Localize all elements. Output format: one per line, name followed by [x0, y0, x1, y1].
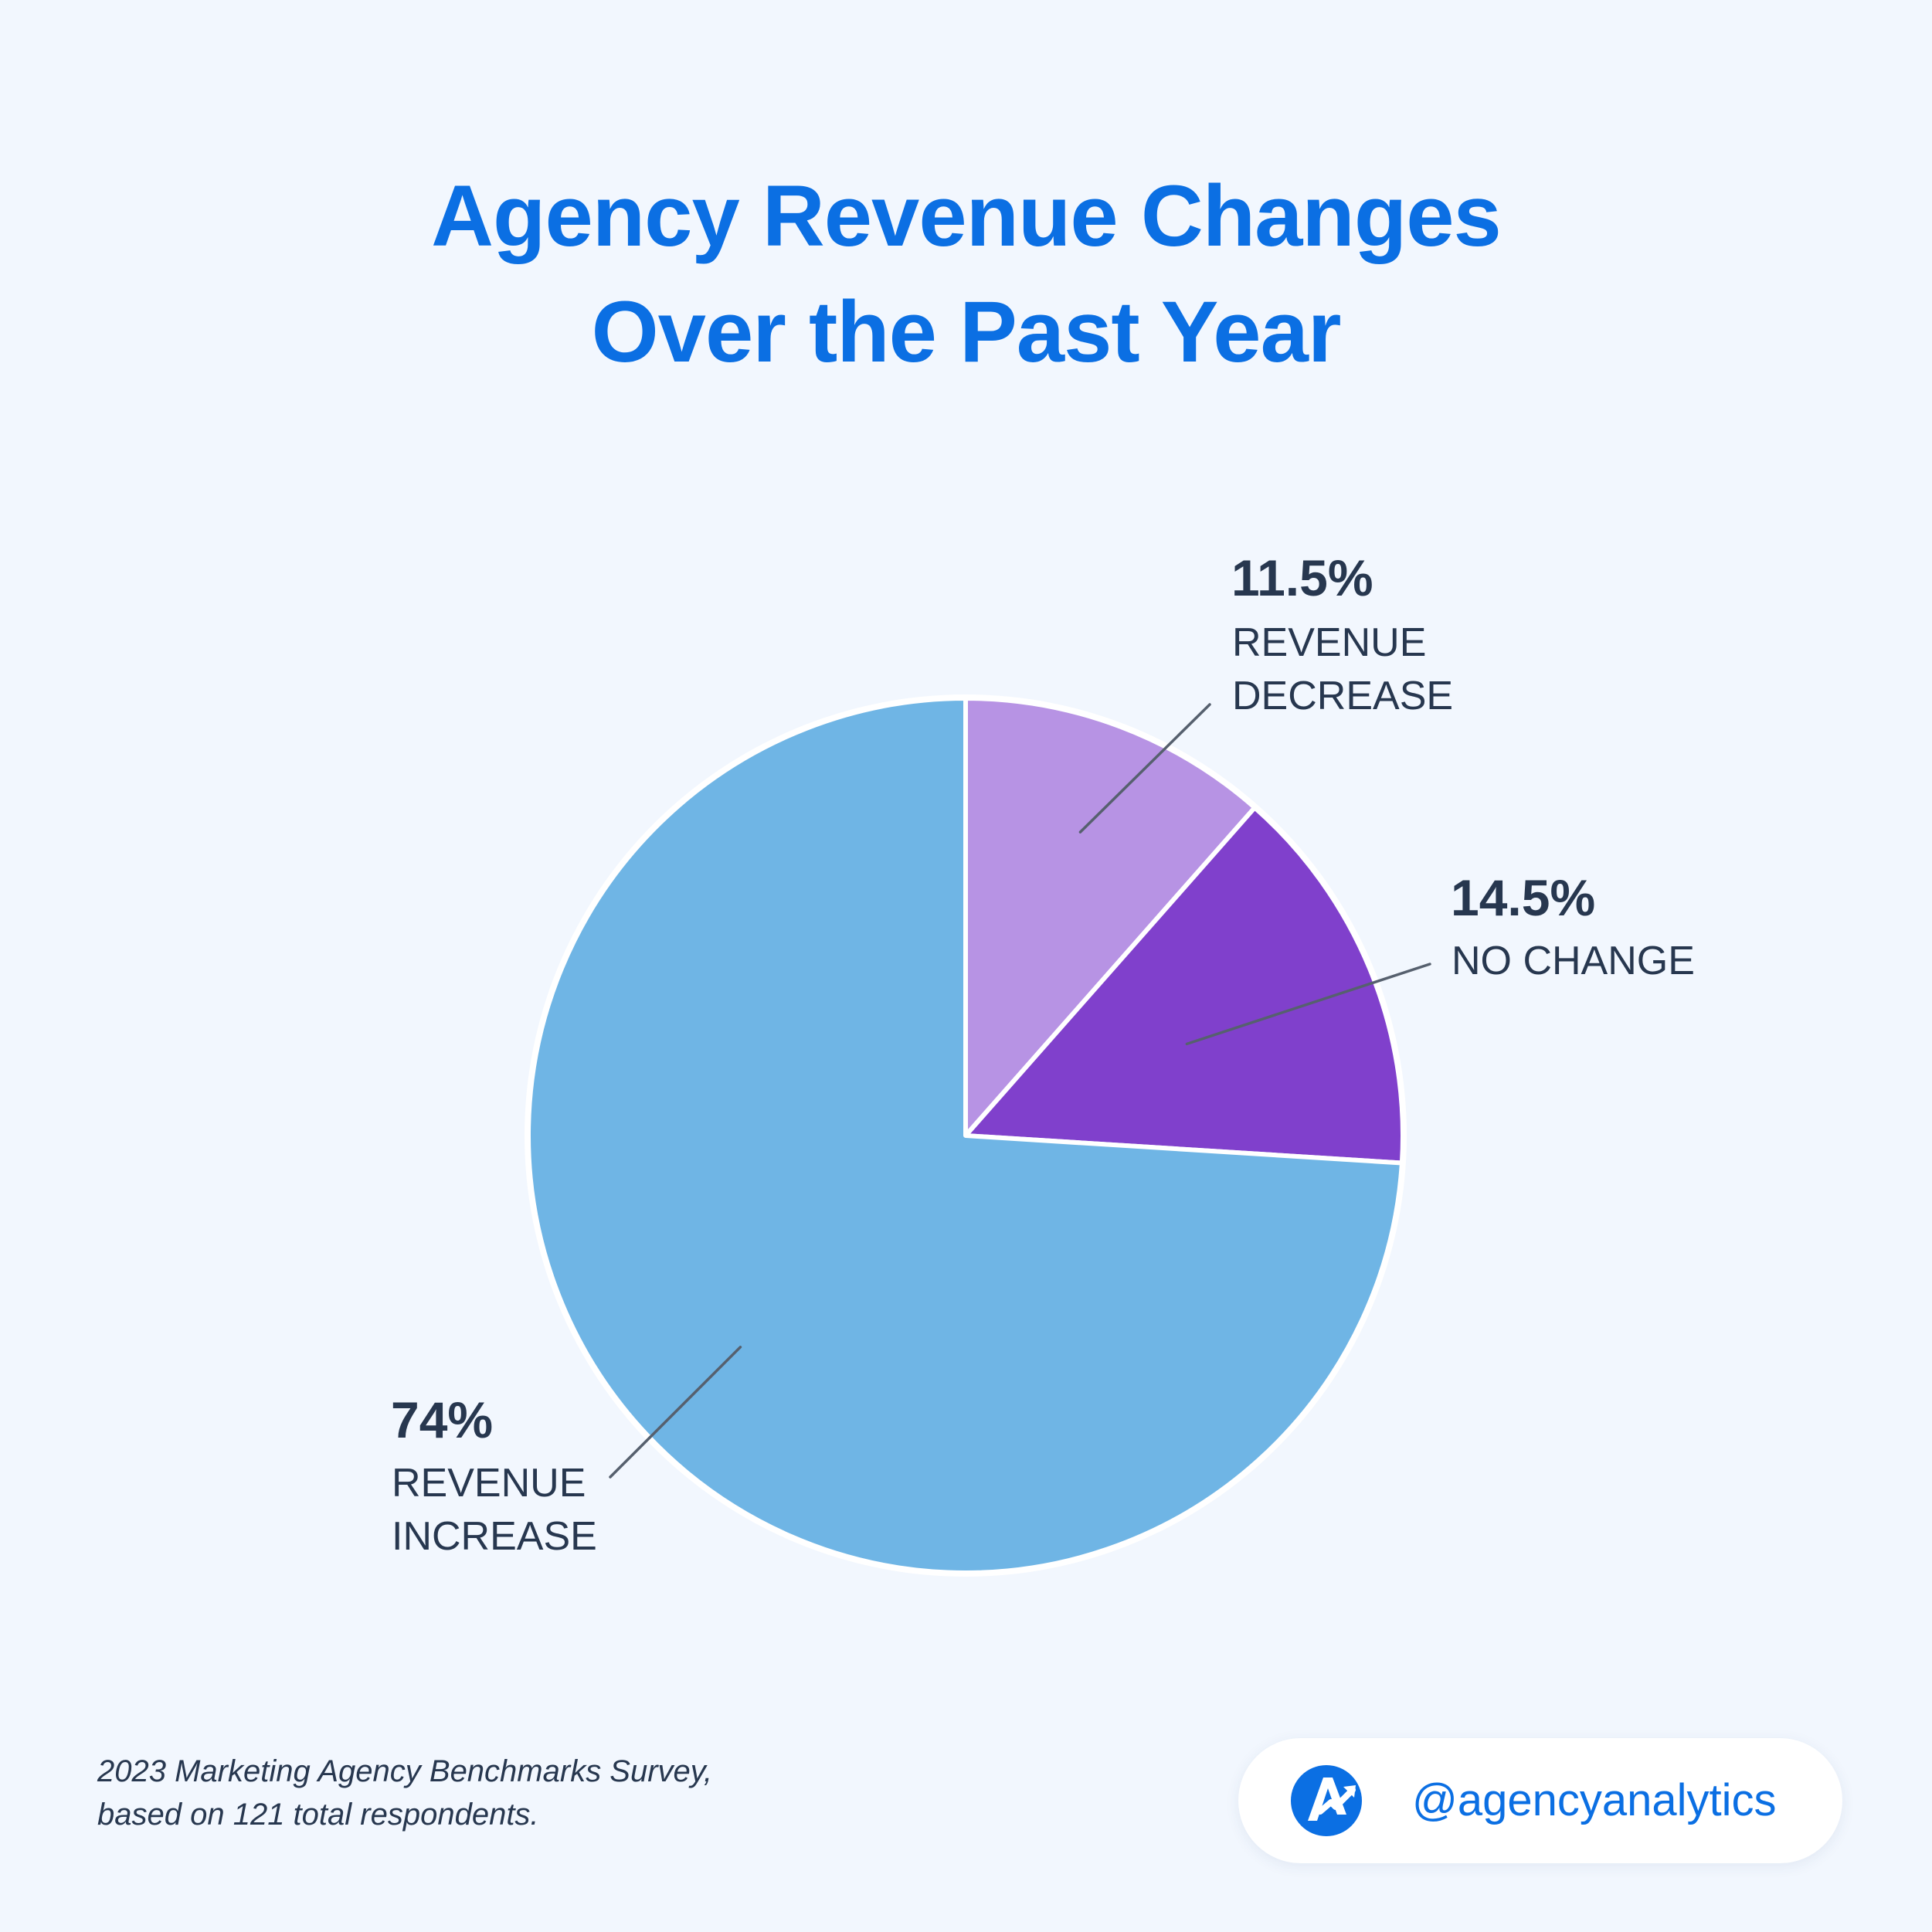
pie-slice-revenue-decrease	[963, 696, 1258, 1138]
leader-line	[609, 1346, 742, 1479]
footnote-line-1: 2023 Marketing Agency Benchmarks Survey,	[97, 1754, 712, 1788]
source-footnote: 2023 Marketing Agency Benchmarks Survey,…	[97, 1750, 712, 1836]
social-handle: @agencyanalytics	[1412, 1775, 1777, 1825]
chart-title-line-1: Agency Revenue Changes	[431, 168, 1502, 264]
slice-labels: 11.5% REVENUE DECREASE 14.5% NO CHANGE 7…	[391, 549, 1695, 1559]
slice-value-label: 74%	[391, 1391, 493, 1448]
slice-label-group: 74% REVENUE INCREASE	[391, 1391, 597, 1559]
pie-slice-no-change	[963, 805, 1405, 1166]
leader-line	[1185, 963, 1431, 1046]
slice-label-group: 14.5% NO CHANGE	[1451, 869, 1695, 983]
slice-label-group: 11.5% REVENUE DECREASE	[1231, 549, 1453, 718]
slice-category-label: REVENUE	[1232, 620, 1426, 665]
footnote-line-2: based on 121 total respondents.	[97, 1798, 539, 1832]
leader-line	[1078, 703, 1211, 834]
slice-category-label: INCREASE	[392, 1514, 597, 1559]
slice-value-label: 11.5%	[1231, 549, 1373, 606]
chart-title-line-2: Over the Past Year	[591, 284, 1342, 380]
agencyanalytics-logo-icon	[1291, 1765, 1362, 1836]
chart-title: Agency Revenue Changes Over the Past Yea…	[0, 158, 1932, 390]
slice-value-label: 14.5%	[1451, 869, 1595, 926]
slice-category-label: DECREASE	[1232, 674, 1453, 718]
social-handle-badge: @agencyanalytics	[1238, 1738, 1842, 1863]
leader-lines	[609, 703, 1431, 1479]
slice-category-label: NO CHANGE	[1452, 939, 1695, 983]
slice-category-label: REVENUE	[392, 1461, 586, 1506]
pie-slice-revenue-increase	[525, 696, 1404, 1575]
pie-slices	[525, 696, 1405, 1575]
